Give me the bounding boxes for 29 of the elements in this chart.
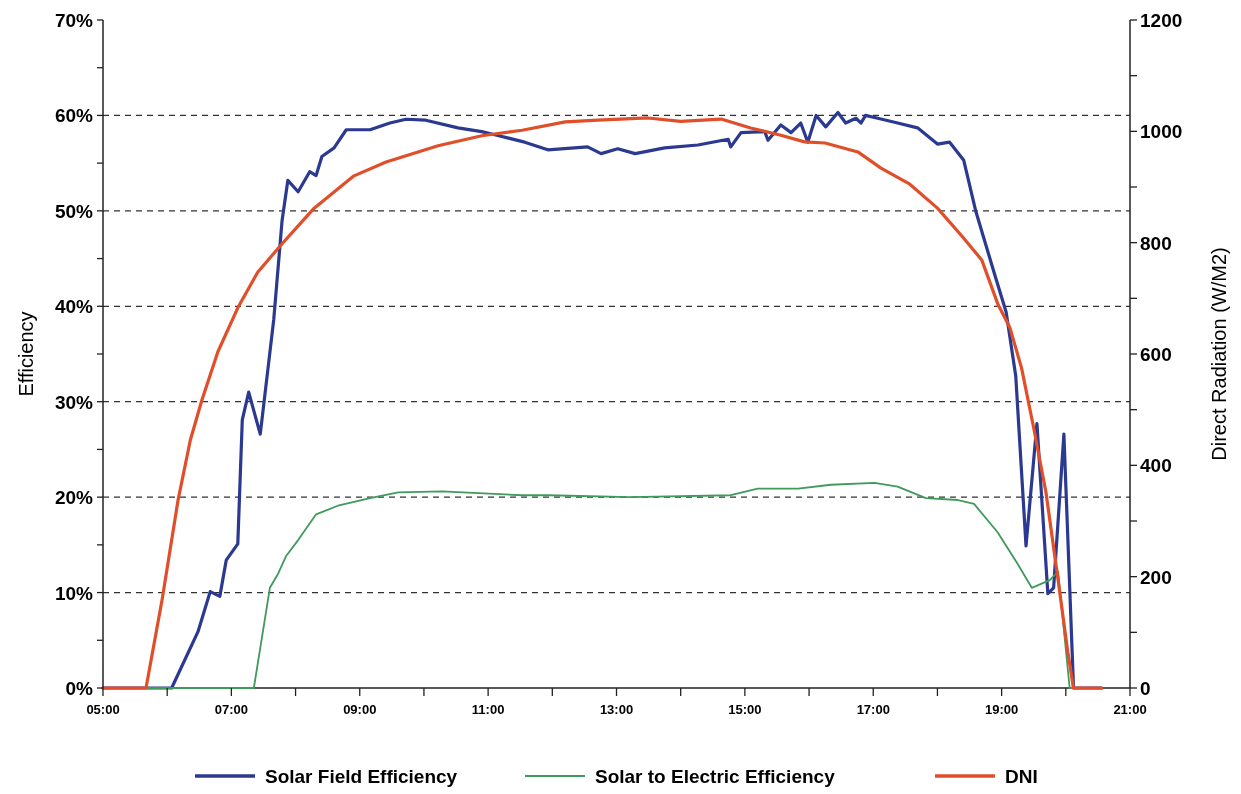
y-tick-label: 20% <box>54 487 94 509</box>
legend-label: Solar Field Efficiency <box>265 766 458 787</box>
y2-tick-label: 800 <box>1140 232 1172 254</box>
y-axis-title: Efficiency <box>15 311 37 397</box>
y2-tick-label: 400 <box>1140 455 1172 477</box>
x-tick-label: 11:00 <box>471 702 505 717</box>
y2-tick-label: 1000 <box>1140 121 1183 143</box>
x-tick-label: 07:00 <box>214 702 248 717</box>
y2-tick-label: 1200 <box>1140 10 1183 31</box>
y-tick-label: 10% <box>54 582 94 604</box>
x-tick-label: 13:00 <box>599 702 634 717</box>
y-tick-label: 60% <box>54 105 94 127</box>
y2-tick-label: 600 <box>1140 344 1172 365</box>
y-tick-label: 30% <box>54 391 94 413</box>
y2-tick-label: 200 <box>1140 566 1172 588</box>
x-tick-label: 19:00 <box>985 702 1019 717</box>
y2-tick-label: 0 <box>1140 678 1151 699</box>
x-tick-label: 21:00 <box>1113 702 1147 717</box>
y-tick-label: 40% <box>54 296 94 318</box>
y-tick-label: 50% <box>54 200 94 222</box>
y-tick-label: 0% <box>65 678 94 699</box>
legend-label: Solar to Electric Efficiency <box>595 766 836 787</box>
x-tick-label: 09:00 <box>343 702 377 717</box>
x-tick-label: 05:00 <box>86 702 120 717</box>
y2-axis-title: Direct Radiation (W/M2) <box>1208 247 1230 461</box>
x-tick-label: 15:00 <box>728 702 762 717</box>
legend-label: DNI <box>1005 766 1038 787</box>
x-tick-label: 17:00 <box>856 702 890 717</box>
y-tick-label: 70% <box>54 10 94 31</box>
